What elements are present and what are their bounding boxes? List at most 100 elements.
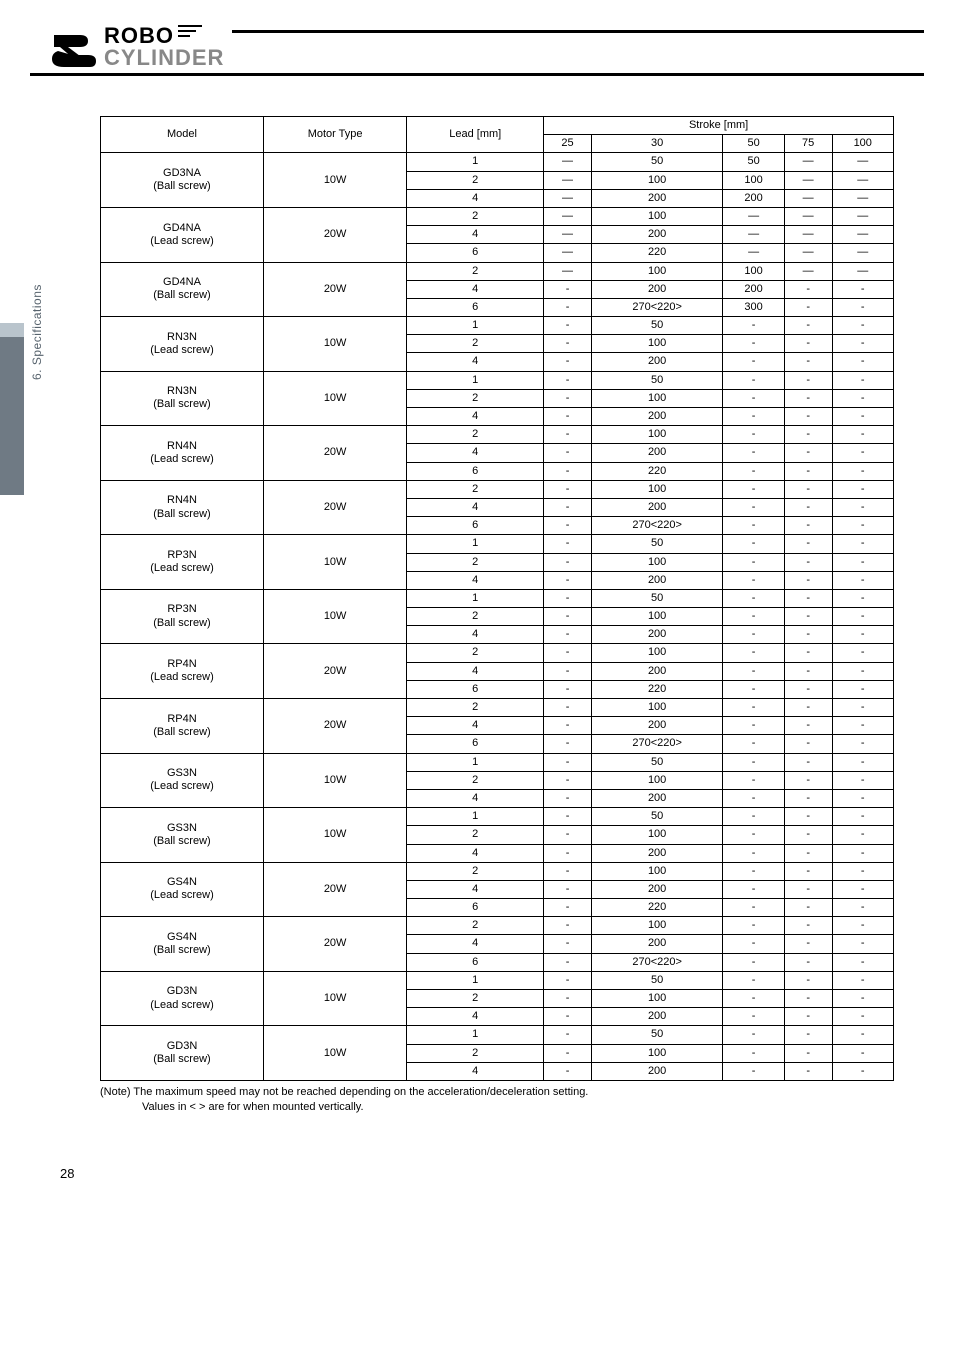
cell-value: - [784, 699, 832, 717]
cell-value: - [784, 789, 832, 807]
cell-value: — [784, 244, 832, 262]
cell-value: — [544, 171, 592, 189]
cell-value: - [544, 808, 592, 826]
cell-value: 200 [591, 935, 723, 953]
cell-value: - [784, 280, 832, 298]
cell-value: - [832, 408, 894, 426]
cell-value: - [723, 371, 784, 389]
cell-value: - [832, 844, 894, 862]
cell-model: GD4NA(Lead screw) [101, 207, 264, 262]
cell-value: - [723, 826, 784, 844]
cell-value: - [832, 1062, 894, 1080]
cell-model: GS3N(Lead screw) [101, 753, 264, 808]
cell-lead: 6 [407, 244, 544, 262]
logo-lines-icon [178, 25, 202, 43]
cell-lead: 4 [407, 1062, 544, 1080]
cell-value: - [544, 844, 592, 862]
cell-value: - [784, 317, 832, 335]
page-header: ROBO CYLINDER [30, 30, 924, 76]
cell-value: - [723, 480, 784, 498]
cell-motor: 20W [263, 207, 406, 262]
cell-lead: 1 [407, 317, 544, 335]
logo-text: ROBO CYLINDER [104, 25, 224, 69]
cell-model: GD3NA(Ball screw) [101, 153, 264, 208]
cell-value: - [832, 1008, 894, 1026]
logo-icon [50, 25, 98, 69]
cell-value: - [784, 971, 832, 989]
cell-value: - [832, 699, 894, 717]
cell-model: GD3N(Ball screw) [101, 1026, 264, 1081]
cell-motor: 10W [263, 371, 406, 426]
cell-value: - [784, 553, 832, 571]
cell-value: - [723, 953, 784, 971]
table-row: RN3N(Lead screw)10W1-50--- [101, 317, 894, 335]
table-row: RP4N(Lead screw)20W2-100--- [101, 644, 894, 662]
cell-value: - [723, 644, 784, 662]
cell-value: - [784, 953, 832, 971]
cell-value: - [723, 1044, 784, 1062]
spec-table: Model Motor Type Lead [mm] Stroke [mm] 2… [100, 116, 894, 1081]
cell-value: 50 [591, 589, 723, 607]
cell-value: - [784, 408, 832, 426]
cell-lead: 4 [407, 498, 544, 516]
cell-value: - [544, 680, 592, 698]
cell-lead: 2 [407, 480, 544, 498]
cell-lead: 2 [407, 1044, 544, 1062]
cell-value: - [544, 280, 592, 298]
cell-value: - [832, 389, 894, 407]
cell-value: 50 [591, 971, 723, 989]
cell-lead: 2 [407, 699, 544, 717]
table-row: GS4N(Ball screw)20W2-100--- [101, 917, 894, 935]
cell-model: GS3N(Ball screw) [101, 808, 264, 863]
cell-value: - [544, 862, 592, 880]
cell-model: RP4N(Ball screw) [101, 699, 264, 754]
cell-value: — [544, 226, 592, 244]
cell-lead: 1 [407, 589, 544, 607]
cell-value: - [544, 317, 592, 335]
th-lead: Lead [mm] [407, 117, 544, 153]
cell-value: 220 [591, 462, 723, 480]
cell-lead: 2 [407, 389, 544, 407]
cell-model: GD4NA(Ball screw) [101, 262, 264, 317]
cell-lead: 4 [407, 280, 544, 298]
cell-value: - [832, 1044, 894, 1062]
cell-motor: 10W [263, 808, 406, 863]
table-row: GD3N(Ball screw)10W1-50--- [101, 1026, 894, 1044]
cell-value: 50 [591, 1026, 723, 1044]
cell-value: - [723, 699, 784, 717]
cell-value: - [832, 735, 894, 753]
cell-value: - [544, 1026, 592, 1044]
cell-value: - [784, 444, 832, 462]
cell-value: 100 [591, 480, 723, 498]
cell-lead: 4 [407, 789, 544, 807]
cell-value: - [832, 371, 894, 389]
cell-value: - [784, 480, 832, 498]
cell-value: - [784, 535, 832, 553]
cell-lead: 1 [407, 971, 544, 989]
table-row: RP4N(Ball screw)20W2-100--- [101, 699, 894, 717]
cell-value: 50 [723, 153, 784, 171]
cell-lead: 2 [407, 644, 544, 662]
cell-value: - [832, 335, 894, 353]
cell-value: - [544, 353, 592, 371]
cell-value: - [832, 589, 894, 607]
cell-motor: 10W [263, 589, 406, 644]
cell-lead: 6 [407, 899, 544, 917]
note-line2: Values in < > are for when mounted verti… [100, 1100, 894, 1115]
cell-value: 200 [591, 408, 723, 426]
cell-value: - [784, 880, 832, 898]
cell-value: - [723, 444, 784, 462]
cell-value: - [544, 408, 592, 426]
cell-value: - [784, 808, 832, 826]
cell-value: — [723, 226, 784, 244]
cell-value: 100 [591, 644, 723, 662]
cell-value: - [784, 917, 832, 935]
table-row: GS3N(Lead screw)10W1-50--- [101, 753, 894, 771]
th-motor: Motor Type [263, 117, 406, 153]
cell-value: - [832, 953, 894, 971]
cell-value: - [832, 317, 894, 335]
table-row: RP3N(Ball screw)10W1-50--- [101, 589, 894, 607]
cell-value: - [784, 462, 832, 480]
cell-value: 200 [591, 880, 723, 898]
cell-value: - [784, 826, 832, 844]
